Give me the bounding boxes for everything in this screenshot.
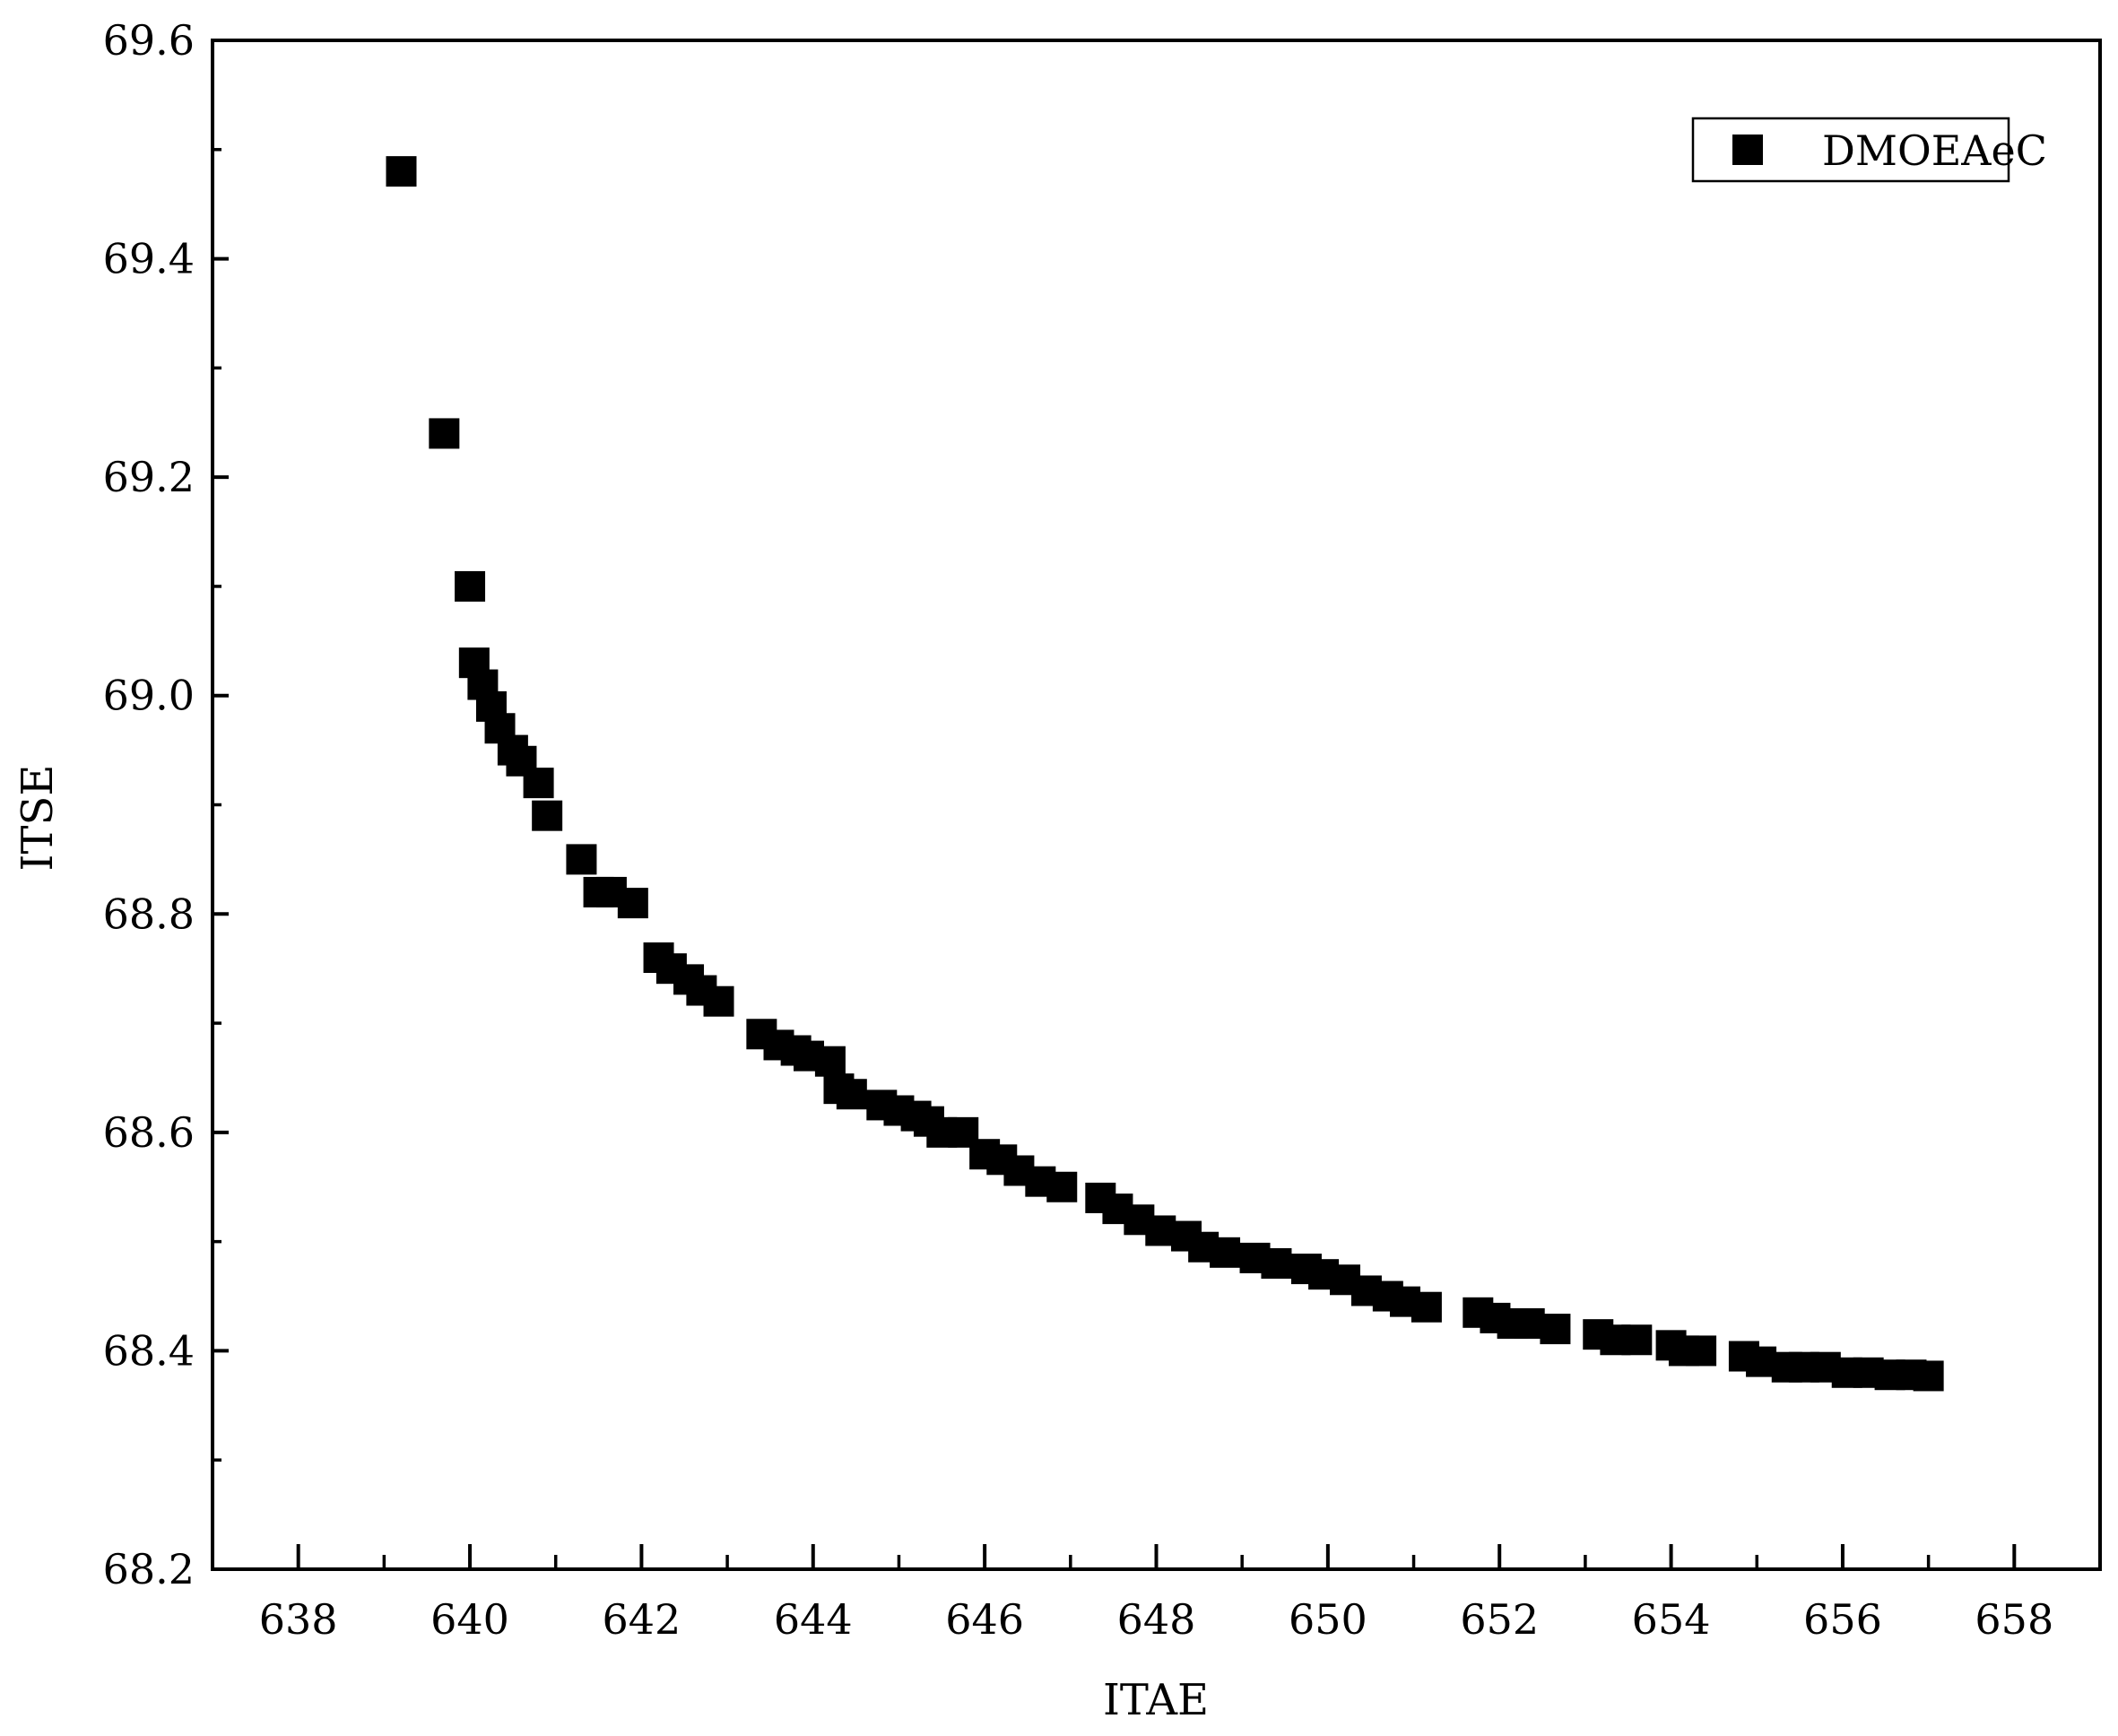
data-point: [1913, 1360, 1944, 1392]
y-axis-ticks: 68.2 68.4 68.6 68.8 69.0 69.2 69.4 69.6: [103, 16, 229, 1593]
data-point: [1411, 1291, 1442, 1323]
x-tick-label: 646: [945, 1595, 1024, 1644]
data-point: [566, 844, 597, 875]
y-tick-label: 69.4: [103, 235, 195, 283]
data-point: [836, 1079, 867, 1110]
y-tick-label: 68.2: [103, 1545, 195, 1593]
y-tick-label: 69.0: [103, 672, 195, 720]
y-tick-label: 68.8: [103, 890, 195, 938]
x-tick-label: 658: [1975, 1595, 2053, 1644]
data-point: [1514, 1307, 1545, 1339]
x-tick-label: 644: [774, 1595, 853, 1644]
data-point: [532, 800, 563, 831]
x-tick-label: 650: [1289, 1595, 1367, 1644]
data-point: [703, 985, 734, 1017]
legend-label: DMOEAeC: [1822, 126, 2047, 175]
y-tick-label: 68.4: [103, 1326, 195, 1375]
data-point: [1046, 1171, 1078, 1202]
x-tick-label: 652: [1460, 1595, 1539, 1644]
data-point: [1145, 1215, 1176, 1246]
data-point: [523, 768, 554, 799]
y-tick-label: 69.6: [103, 16, 195, 65]
x-tick-label: 656: [1803, 1595, 1882, 1644]
x-tick-label: 654: [1632, 1595, 1711, 1644]
data-point: [814, 1046, 846, 1077]
data-point: [1261, 1248, 1292, 1279]
x-axis-ticks: 638 640 642 644 646 648 650 652 654 656 658: [211, 1544, 2102, 1644]
data-point: [429, 418, 460, 449]
data-point: [1746, 1346, 1777, 1377]
x-tick-label: 640: [430, 1595, 509, 1644]
data-point: [1540, 1314, 1571, 1345]
data-point: [1686, 1335, 1717, 1367]
x-tick-label: 642: [603, 1595, 681, 1644]
x-tick-label: 648: [1117, 1595, 1196, 1644]
plot-frame: [211, 39, 2102, 1571]
x-axis-title: ITAE: [1103, 1675, 1209, 1725]
legend-marker: [1732, 135, 1763, 165]
y-tick-label: 68.6: [103, 1108, 195, 1157]
y-tick-label: 69.2: [103, 453, 195, 501]
data-point: [1621, 1324, 1653, 1356]
x-tick-label: 638: [259, 1595, 338, 1644]
data-point: [617, 888, 648, 919]
data-point: [1210, 1237, 1241, 1268]
y-axis-title: ITSE: [13, 765, 63, 872]
data-point: [386, 156, 417, 187]
legend: DMOEAeC: [1691, 117, 2047, 183]
data-point: [455, 570, 486, 602]
data-points: [386, 156, 1944, 1392]
